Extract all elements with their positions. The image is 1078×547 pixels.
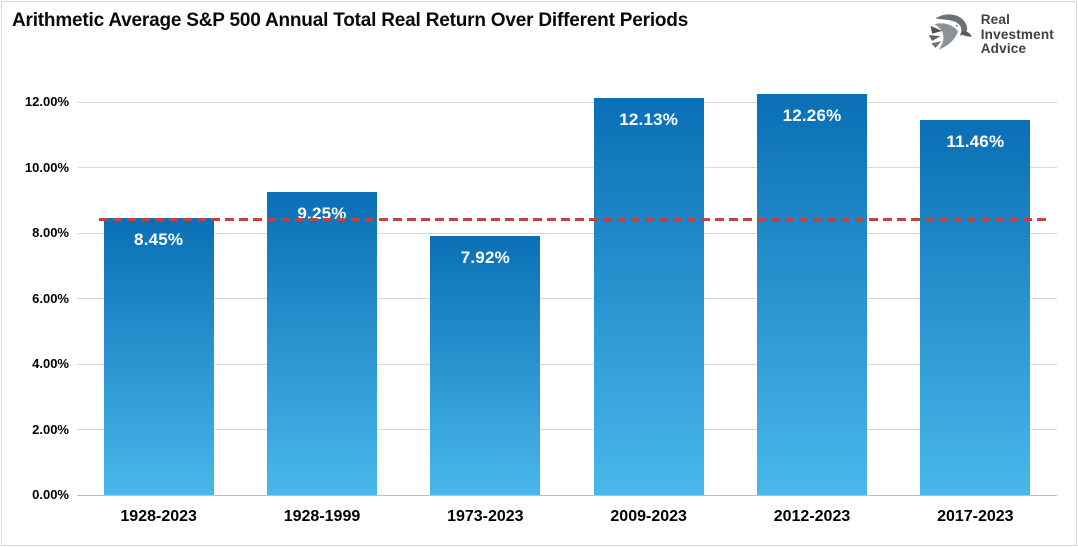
- y-tick-label: 0.00%: [32, 487, 69, 502]
- gridline-6.00%: [77, 298, 1057, 299]
- y-tick-label: 6.00%: [32, 290, 69, 306]
- y-tick-label: 2.00%: [32, 421, 69, 437]
- bar-value-label: 12.13%: [619, 109, 679, 129]
- x-axis-label-1928-2023: 1928-2023: [120, 508, 197, 525]
- bar-2017-2023: 11.46%: [920, 119, 1031, 495]
- bar-value-label: 7.92%: [460, 247, 510, 267]
- brand-logo-line-1: Real: [980, 12, 1011, 28]
- gridline-2.00%: [77, 429, 1057, 430]
- y-tick-label: 4.00%: [32, 356, 69, 371]
- x-axis-label-2017-2023: 2017-2023: [937, 508, 1014, 525]
- average-reference-line: [99, 218, 1047, 222]
- y-tick-label: 10.00%: [24, 159, 69, 175]
- gridline-10.00%: [77, 167, 1057, 168]
- gridline-12.00%: [77, 101, 1057, 103]
- brand-logo-line-2: Investment: [980, 26, 1054, 42]
- gridline-4.00%: [77, 363, 1057, 365]
- bar-value-label: 8.45%: [134, 230, 184, 250]
- gridline-8.00%: [77, 232, 1057, 234]
- bar-1973-2023: 7.92%: [430, 235, 541, 495]
- bar-value-label: 11.46%: [946, 131, 1005, 151]
- bar-1928-1999: 9.25%: [267, 192, 377, 495]
- eagle-logo-icon: [928, 14, 972, 50]
- bar-2009-2023: 12.13%: [593, 97, 704, 495]
- bar-value-label: 9.25%: [297, 204, 347, 224]
- chart-title: Arithmetic Average S&P 500 Annual Total …: [12, 10, 689, 31]
- x-axis-label-1973-2023: 1973-2023: [447, 508, 524, 525]
- x-axis-label-2009-2023: 2009-2023: [610, 508, 687, 525]
- brand-logo-text: Real Investment Advice: [981, 13, 1054, 57]
- gridline-0.00%: [77, 494, 1057, 496]
- y-tick-label: 12.00%: [24, 94, 69, 109]
- plot-area: 8.45% 1928-2023 9.25% 1928-1999 7.92% 1973-20…: [77, 93, 1057, 525]
- x-axis-label-1928-1999: 1928-1999: [283, 508, 361, 525]
- bar-2012-2023: 12.26%: [757, 93, 867, 495]
- bar-1928-2023: 8.45%: [103, 218, 214, 495]
- bar-value-label: 12.26%: [782, 105, 842, 125]
- brand-logo: Real Investment Advice: [923, 10, 1054, 60]
- y-tick-label: 8.00%: [32, 225, 69, 240]
- x-axis-label-2012-2023: 2012-2023: [773, 508, 851, 525]
- brand-logo-line-3: Advice: [980, 41, 1027, 57]
